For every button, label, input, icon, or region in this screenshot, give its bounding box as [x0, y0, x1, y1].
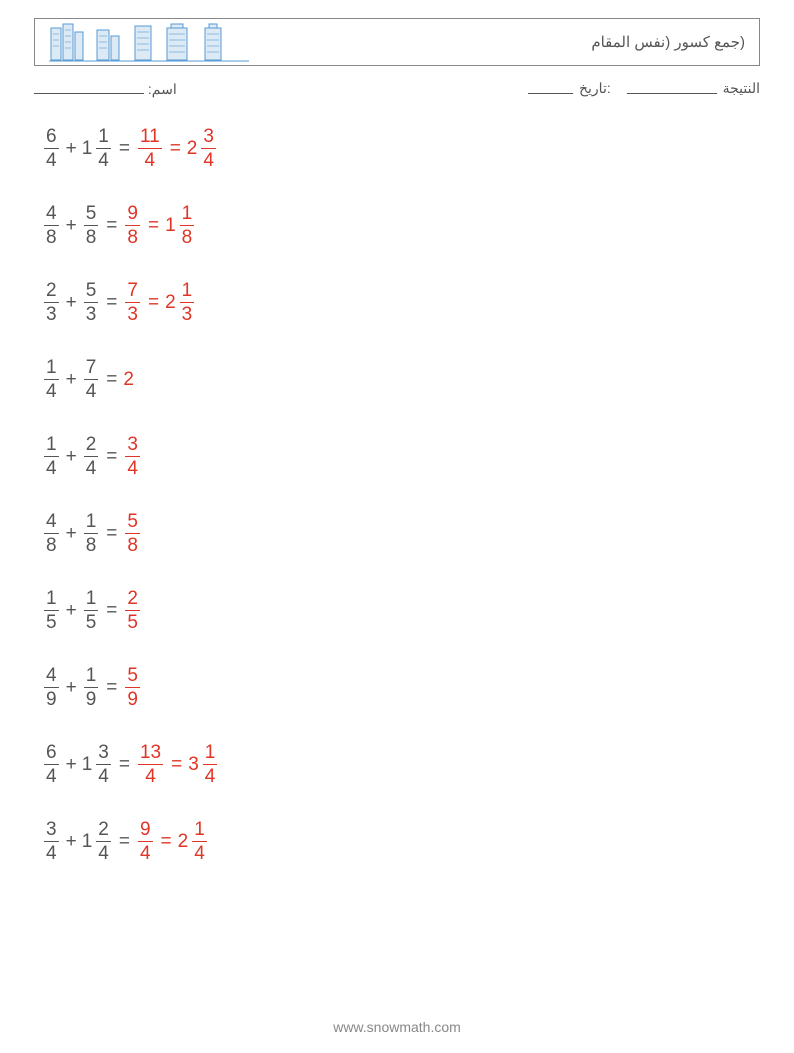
plus-sign: +: [66, 524, 77, 543]
buildings-icon: [49, 22, 249, 62]
name-field: اسم:: [34, 80, 177, 98]
equals-sign: =: [106, 216, 117, 235]
plus-sign: +: [66, 370, 77, 389]
score-date-fields: النتيجة :تاريخ: [528, 80, 760, 98]
equals-sign: =: [106, 293, 117, 312]
plus-sign: +: [66, 216, 77, 235]
problem-row: 14+74=2: [42, 357, 760, 402]
problem-row: 23+53=73=213: [42, 280, 760, 325]
name-label: اسم:: [148, 81, 177, 97]
worksheet-page: (جمع كسور (نفس المقام اسم: النتيجة :تاري…: [0, 0, 794, 864]
equals-sign: =: [106, 601, 117, 620]
problem-row: 14+24=34: [42, 434, 760, 479]
equals-sign: =: [148, 293, 159, 312]
meta-row: اسم: النتيجة :تاريخ: [34, 80, 760, 98]
header-box: (جمع كسور (نفس المقام: [34, 18, 760, 66]
score-label: النتيجة: [723, 80, 760, 98]
equals-sign: =: [170, 139, 181, 158]
problem-row: 64+114=114=234: [42, 126, 760, 171]
date-blank[interactable]: [528, 80, 573, 94]
equals-sign: =: [119, 755, 130, 774]
equals-sign: =: [106, 524, 117, 543]
problem-row: 48+18=58: [42, 511, 760, 556]
plus-sign: +: [66, 755, 77, 774]
score-blank[interactable]: [627, 80, 717, 94]
buildings-logo: [49, 22, 249, 62]
problem-row: 48+58=98=118: [42, 203, 760, 248]
equals-sign: =: [161, 832, 172, 851]
worksheet-title: (جمع كسور (نفس المقام: [591, 33, 745, 51]
plus-sign: +: [66, 447, 77, 466]
problem-row: 15+15=25: [42, 588, 760, 633]
equals-sign: =: [106, 447, 117, 466]
equals-sign: =: [119, 139, 130, 158]
plus-sign: +: [66, 139, 77, 158]
equals-sign: =: [119, 832, 130, 851]
problem-row: 49+19=59: [42, 665, 760, 710]
plus-sign: +: [66, 832, 77, 851]
equals-sign: =: [171, 755, 182, 774]
equals-sign: =: [106, 370, 117, 389]
problem-row: 34+124=94=214: [42, 819, 760, 864]
problems-list: 64+114=114=234 48+58=98=118 23+53=73=213 14…: [34, 126, 760, 864]
equals-sign: =: [106, 678, 117, 697]
equals-sign: =: [148, 216, 159, 235]
plus-sign: +: [66, 678, 77, 697]
footer-url: www.snowmath.com: [0, 1019, 794, 1035]
plus-sign: +: [66, 601, 77, 620]
plus-sign: +: [66, 293, 77, 312]
date-label: :تاريخ: [579, 80, 611, 98]
problem-row: 64+134=134=314: [42, 742, 760, 787]
name-blank[interactable]: [34, 80, 144, 94]
